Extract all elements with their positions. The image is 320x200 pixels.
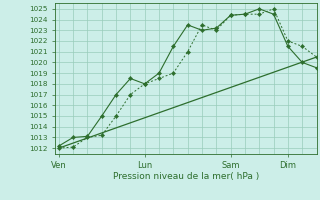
X-axis label: Pression niveau de la mer( hPa ): Pression niveau de la mer( hPa ): [113, 172, 259, 181]
